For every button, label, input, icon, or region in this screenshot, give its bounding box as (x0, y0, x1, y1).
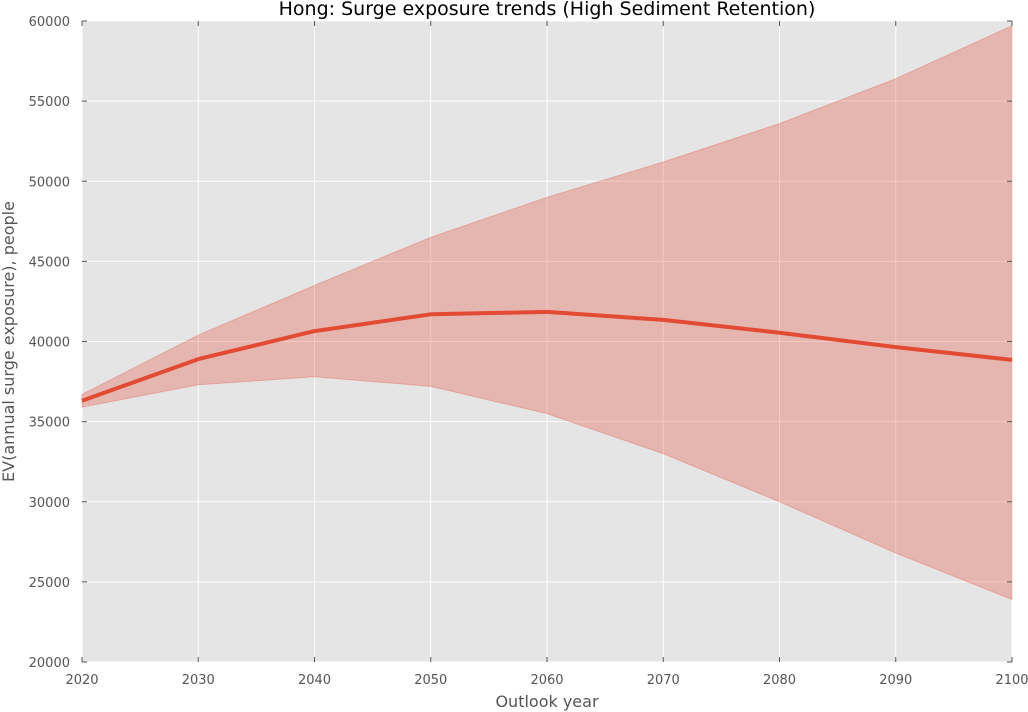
y-tick-label: 20000 (29, 656, 70, 671)
x-tick-label: 2100 (995, 673, 1028, 688)
y-tick-label: 30000 (29, 496, 70, 511)
y-tick-label: 45000 (29, 255, 70, 270)
x-tick-label: 2080 (763, 673, 796, 688)
x-tick-label: 2050 (414, 673, 447, 688)
y-tick-label: 60000 (29, 15, 70, 30)
y-tick-labels: 20000 25000 30000 35000 40000 45000 50000 55000… (29, 15, 70, 671)
y-axis-label: EV(annual surge exposure), people (0, 201, 18, 482)
chart-title: Hong: Surge exposure trends (High Sedime… (279, 0, 816, 20)
y-tick-label: 25000 (29, 576, 70, 591)
x-tick-label: 2040 (298, 673, 331, 688)
series-lines (81, 309, 1013, 403)
x-tick-label: 2060 (530, 673, 563, 688)
x-tick-labels: 2020 2030 2040 2050 2060 2070 2080 2090 2100 (65, 673, 1028, 688)
x-tick-label: 2070 (647, 673, 680, 688)
x-tick-label: 2020 (65, 673, 98, 688)
x-tick-label: 2090 (879, 673, 912, 688)
x-tick-label: 2030 (182, 673, 215, 688)
axis-ticks (81, 20, 1013, 663)
series-line (81, 309, 1013, 403)
y-tick-label: 50000 (29, 175, 70, 190)
y-tick-label: 40000 (29, 336, 70, 351)
x-axis-label: Outlook year (495, 692, 599, 711)
y-tick-label: 35000 (29, 416, 70, 431)
y-tick-label: 55000 (29, 95, 70, 110)
